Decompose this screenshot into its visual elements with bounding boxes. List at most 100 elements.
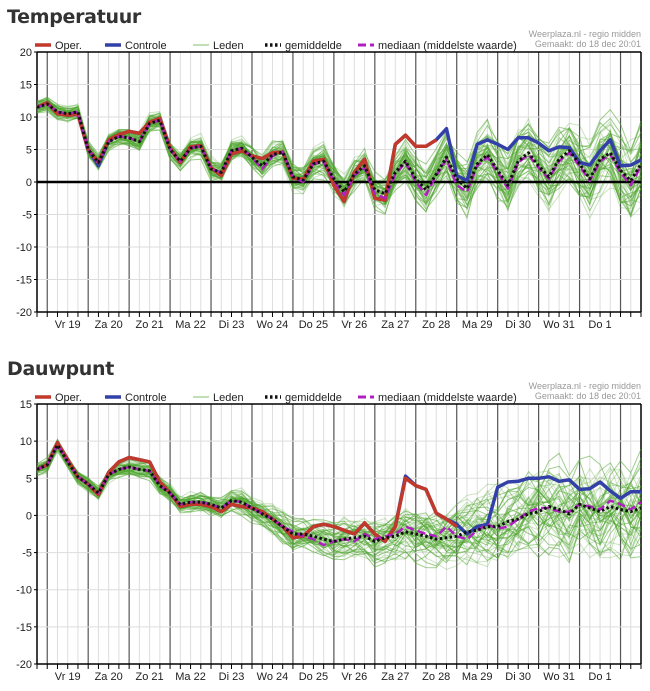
ensemble-member-line [36, 443, 642, 545]
ensemble-member-line [36, 446, 642, 562]
y-tick-label: -10 [16, 242, 32, 254]
ensemble-member-line [36, 442, 642, 548]
temperature-chart: 20 15 10 5 0 -5 -10 -15 -20 Vr 19 Za 20 Zo 21 Ma 22 D… [16, 29, 643, 331]
x-tick-label: Di 23 [219, 319, 245, 331]
y-tick-label: 5 [26, 145, 32, 157]
x-tick-label: Za 27 [381, 671, 409, 683]
y-tick-label: -10 [16, 585, 32, 597]
ensemble-member-line [36, 100, 642, 218]
ensemble-member-line [36, 106, 642, 216]
x-tick-label: Wo 24 [257, 671, 289, 683]
x-tick-label: Ma 22 [175, 319, 206, 331]
ensemble-member-line [36, 450, 642, 564]
ensemble-member-line [36, 447, 642, 571]
legend-label-oper: Oper. [55, 40, 82, 52]
x-tick-label: Zo 21 [136, 319, 164, 331]
temperature-panel: Temperatuur 20 15 10 5 0 -5 -10 -15 -20 Vr 19 Za 2… [7, 6, 643, 331]
ensemble-member-line [36, 443, 642, 564]
ensemble-member-line [36, 440, 642, 541]
ensemble-member-line [36, 107, 642, 199]
series-line-mediaan [36, 443, 642, 547]
y-tick-label: 10 [20, 112, 32, 124]
x-tick-label: Ma 29 [462, 671, 493, 683]
ensemble-member-line [36, 440, 642, 551]
legend-label-gemiddelde: gemiddelde [285, 40, 342, 52]
y-tick-label: 5 [26, 473, 32, 485]
made-timestamp: Gemaakt: do 18 dec 20:01 [535, 39, 641, 49]
y-tick-label: 10 [20, 436, 32, 448]
ensemble-member-line [36, 101, 642, 208]
series-line-gemiddelde [36, 443, 642, 543]
x-tick-label: Wo 24 [257, 319, 289, 331]
x-tick-label: Di 30 [505, 319, 531, 331]
x-tick-label: Ma 29 [462, 319, 493, 331]
ensemble-member-line [36, 99, 642, 199]
x-tick-label: Za 20 [95, 671, 123, 683]
x-tick-label: Zo 21 [136, 671, 164, 683]
ensemble-member-line [36, 441, 642, 544]
x-tick-label: Do 1 [588, 319, 611, 331]
source-credit: Weerplaza.nl - regio midden [529, 29, 641, 39]
legend-label-leden: Leden [213, 392, 244, 404]
x-tick-label: Vr 19 [55, 671, 81, 683]
legend-label-oper: Oper. [55, 392, 82, 404]
legend-label-gemiddelde: gemiddelde [285, 392, 342, 404]
x-tick-label: Di 30 [505, 671, 531, 683]
x-tick-label: Di 23 [219, 671, 245, 683]
legend-label-controle: Controle [125, 40, 167, 52]
ensemble-member-line [36, 103, 642, 184]
x-tick-label: Vr 26 [341, 319, 367, 331]
x-tick-label: Vr 19 [55, 319, 81, 331]
ensemble-member-line [36, 448, 642, 569]
y-tick-label: -20 [16, 659, 32, 671]
temperature-title: Temperatuur [7, 6, 142, 28]
made-timestamp: Gemaakt: do 18 dec 20:01 [535, 391, 641, 401]
y-tick-label: -15 [16, 275, 32, 287]
ensemble-member-line [36, 106, 642, 199]
y-tick-label: 20 [20, 47, 32, 59]
y-tick-label: 0 [26, 177, 32, 189]
x-tick-label: Do 1 [588, 671, 611, 683]
ensemble-member-line [36, 445, 642, 552]
ensemble-member-line [36, 100, 642, 186]
x-tick-label: Wo 31 [543, 319, 575, 331]
y-tick-label: 15 [20, 399, 32, 411]
ensemble-member-line [36, 447, 642, 563]
ensemble-member-line [36, 100, 642, 205]
y-tick-label: 15 [20, 80, 32, 92]
y-tick-label: -5 [22, 548, 32, 560]
x-tick-label: Ma 22 [175, 671, 206, 683]
y-tick-label: 0 [26, 510, 32, 522]
ensemble-member-line [36, 102, 642, 190]
x-tick-label: Wo 31 [543, 671, 575, 683]
ensemble-member-line [36, 442, 642, 540]
x-tick-label: Do 25 [299, 671, 328, 683]
legend-label-controle: Controle [125, 392, 167, 404]
y-tick-label: -20 [16, 307, 32, 319]
y-tick-label: -5 [22, 210, 32, 222]
x-tick-label: Do 25 [299, 319, 328, 331]
ensemble-member-line [36, 99, 642, 185]
dewpoint-title: Dauwpunt [7, 358, 115, 380]
x-tick-label: Zo 28 [422, 319, 450, 331]
y-tick-label: -15 [16, 622, 32, 634]
ensemble-member-line [36, 96, 642, 196]
source-credit: Weerplaza.nl - regio midden [529, 381, 641, 391]
ensemble-member-line [36, 98, 642, 185]
legend-label-mediaan: mediaan (middelste waarde) [378, 40, 517, 52]
ensemble-member-line [36, 444, 642, 540]
legend-label-mediaan: mediaan (middelste waarde) [378, 392, 517, 404]
x-tick-label: Za 20 [95, 319, 123, 331]
ensemble-member-line [36, 444, 642, 558]
ensemble-member-line [36, 104, 642, 207]
ensemble-member-line [36, 439, 642, 547]
ensemble-member-line [36, 447, 642, 554]
x-tick-label: Vr 26 [341, 671, 367, 683]
legend-label-leden: Leden [213, 40, 244, 52]
x-tick-label: Zo 28 [422, 671, 450, 683]
x-tick-label: Za 27 [381, 319, 409, 331]
ensemble-member-line [36, 439, 642, 545]
ensemble-member-line [36, 101, 642, 202]
